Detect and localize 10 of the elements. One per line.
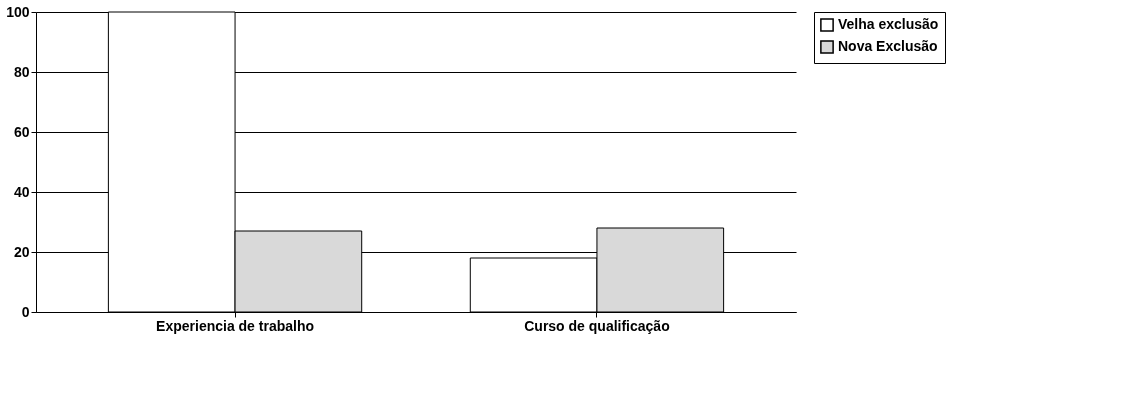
y-tick-label: 40	[13, 183, 30, 200]
legend-label: Velha exclusão	[838, 16, 939, 32]
y-tick-label: 60	[13, 123, 30, 140]
x-tick-label: Experiencia de trabalho	[156, 317, 315, 334]
y-tick-label: 0	[21, 303, 30, 320]
y-tick-label: 80	[13, 63, 30, 80]
x-tick-label: Curso de qualificação	[524, 317, 670, 334]
y-tick-label: 20	[13, 243, 30, 260]
legend-label: Nova Exclusão	[838, 38, 938, 54]
y-tick-label: 100	[6, 3, 30, 20]
